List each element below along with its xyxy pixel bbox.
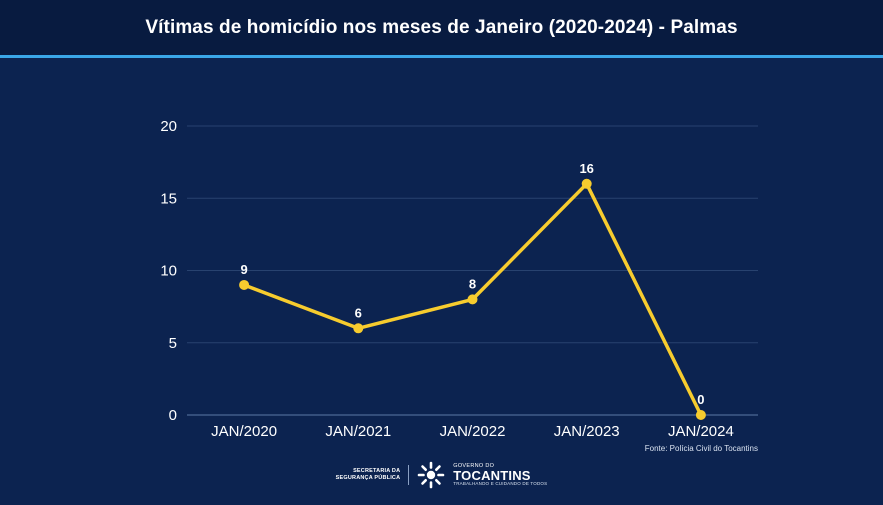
tocantins-sun-logo-icon	[417, 461, 445, 489]
title-underline	[0, 55, 883, 58]
data-label: 0	[697, 392, 704, 407]
y-axis-labels: 0 5 10 15 20	[160, 118, 177, 424]
secretariat-label: SECRETARIA DA SEGURANÇA PÚBLICA	[336, 468, 401, 482]
data-label: 8	[469, 276, 476, 291]
footer-logos: SECRETARIA DA SEGURANÇA PÚBLICA GOVERNO …	[0, 458, 883, 492]
data-point	[581, 178, 592, 189]
grid-lines	[187, 125, 758, 416]
x-axis-labels: JAN/2020 JAN/2021 JAN/2022 JAN/2023 JAN/2024	[211, 423, 734, 440]
gov-slogan-text: TRABALHANDO E CUIDANDO DE TODOS	[453, 481, 548, 486]
x-tick-label: JAN/2023	[554, 423, 620, 440]
chart-title: Vítimas de homicídio nos meses de Janeir…	[0, 0, 883, 56]
gov-name-text: TOCANTINS	[453, 468, 531, 483]
x-tick-label: JAN/2022	[440, 423, 506, 440]
source-note: Fonte: Polícia Civil do Tocantins	[644, 444, 758, 453]
y-tick-label: 10	[160, 263, 177, 280]
gov-top-text: GOVERNO DO	[453, 462, 495, 469]
x-tick-label: JAN/2021	[325, 423, 391, 440]
y-tick-label: 15	[160, 190, 177, 207]
data-point	[239, 279, 250, 290]
data-point	[353, 323, 364, 334]
secretariat-line-1: SECRETARIA DA	[353, 468, 401, 474]
government-wordmark: GOVERNO DO TOCANTINS TRABALHANDO E CUIDA…	[453, 462, 548, 487]
data-point	[695, 410, 706, 420]
data-label: 16	[579, 161, 593, 176]
footer-divider	[408, 465, 410, 485]
secretariat-line-2: SEGURANÇA PÚBLICA	[335, 475, 401, 481]
chart-title-text: Vítimas de homicídio nos meses de Janeir…	[145, 17, 738, 38]
y-tick-label: 5	[169, 335, 177, 352]
y-tick-label: 0	[169, 407, 177, 424]
x-tick-label: JAN/2020	[211, 423, 277, 440]
y-tick-label: 20	[160, 118, 177, 135]
data-label: 9	[240, 262, 247, 277]
data-label: 6	[355, 305, 362, 320]
data-point	[467, 294, 478, 305]
x-tick-label: JAN/2024	[668, 423, 734, 440]
series-layer: 9 6 8 16 0	[239, 161, 706, 420]
